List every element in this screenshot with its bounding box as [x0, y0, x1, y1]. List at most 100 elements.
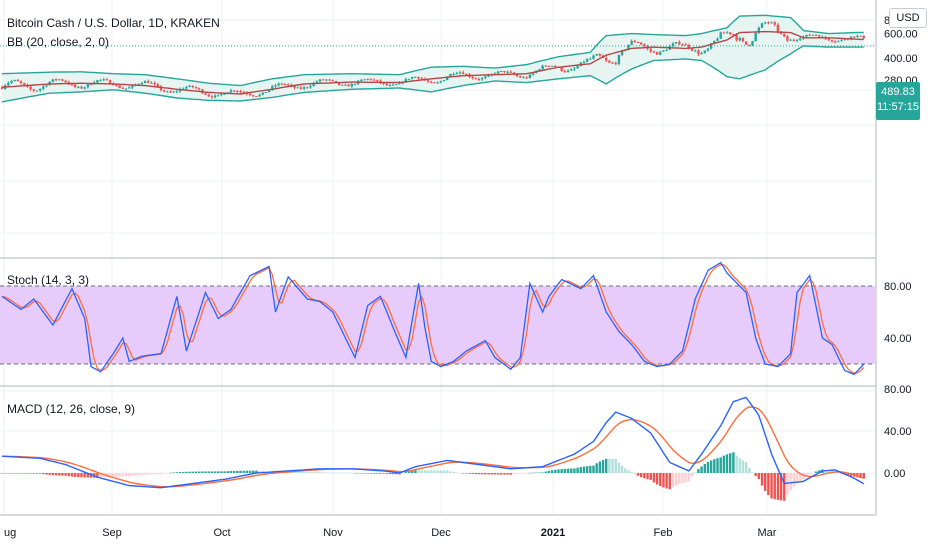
candle-body-247: [786, 36, 789, 41]
macd-hist-bar-231: [735, 455, 738, 473]
macd-hist-bar-213: [678, 473, 681, 485]
macd-hist-bar-160: [509, 473, 512, 475]
macd-hist-bar-51: [162, 473, 166, 474]
macd-hist-bar-149: [474, 473, 478, 475]
candle-body-158: [503, 70, 506, 73]
candle-body-149: [474, 78, 478, 80]
candle-body-178: [566, 70, 570, 72]
macd-hist-bar-151: [480, 473, 484, 475]
macd-hist-bar-114: [363, 473, 366, 474]
macd-hist-bar-56: [178, 472, 182, 473]
candle-body-169: [538, 69, 541, 71]
macd-hist-bar-221: [703, 464, 706, 473]
macd-hist-bar-158: [503, 473, 506, 475]
macd-hist-bar-171: [544, 471, 547, 473]
candle-body-99: [315, 81, 319, 83]
macd-hist-bar-122: [388, 473, 392, 475]
candle-body-137: [436, 82, 439, 84]
macd-hist-bar-115: [366, 473, 369, 474]
macd-hist-bar-105: [334, 472, 338, 474]
macd-hist-bar-63: [201, 471, 204, 473]
macd-hist-bar-267: [849, 473, 853, 477]
macd-hist-bar-27: [86, 473, 90, 478]
macd-hist-bar-131: [417, 470, 420, 473]
macd-hist-bar-135: [430, 470, 433, 473]
candle-body-209: [665, 49, 668, 51]
macd-hist-bar-216: [687, 473, 691, 482]
candle-body-207: [659, 51, 662, 55]
candle-body-233: [741, 37, 745, 42]
bb-basis: [1, 30, 864, 95]
candle-body-3: [10, 80, 13, 83]
macd-hist-bar-91: [290, 472, 293, 473]
macd-hist-bar-111: [353, 473, 357, 474]
candle-body-115: [366, 78, 369, 80]
candle-body-46: [147, 81, 150, 83]
candle-body-13: [42, 86, 45, 89]
macd-hist-bar-200: [636, 473, 640, 476]
date-tick-label-0: ug: [4, 527, 16, 539]
candle-body-84: [267, 89, 271, 93]
candle-body-95: [302, 87, 306, 89]
candle-body-176: [560, 67, 563, 71]
macd-hist-bar-6: [19, 473, 23, 474]
macd-hist-bar-201: [639, 473, 643, 478]
candle-body-187: [595, 54, 598, 56]
candle-body-98: [312, 82, 315, 86]
candle-body-184: [585, 59, 589, 62]
macd-hist-bar-141: [449, 471, 452, 473]
macd-hist-bar-157: [500, 473, 503, 475]
macd-hist-bar-76: [242, 470, 245, 473]
macd-hist-bar-211: [671, 473, 675, 488]
macd-hist-bar-109: [347, 472, 350, 474]
macd-hist-bar-263: [837, 472, 840, 473]
candle-body-73: [232, 90, 236, 92]
macd-hist-bar-14: [45, 473, 48, 475]
candle-body-260: [827, 38, 830, 41]
macd-hist-bar-7: [23, 473, 26, 474]
macd-hist-bar-163: [519, 473, 522, 474]
macd-hist-bar-175: [557, 469, 560, 473]
candle-body-125: [398, 82, 401, 85]
candle-body-218: [694, 50, 697, 52]
candle-body-20: [64, 80, 67, 83]
macd-hist-bar-212: [674, 473, 678, 486]
macd-hist-bar-113: [360, 473, 363, 474]
candle-body-240: [764, 22, 767, 24]
currency-button[interactable]: USD: [889, 8, 927, 28]
candle-body-269: [856, 35, 859, 37]
candle-body-183: [582, 61, 586, 63]
macd-hist-bar-123: [391, 473, 395, 475]
macd-hist-bar-10: [32, 473, 35, 474]
macd-hist-bar-143: [455, 472, 458, 474]
macd-hist-bar-161: [512, 473, 516, 475]
candle-body-126: [401, 82, 404, 84]
candle-body-235: [748, 44, 751, 46]
macd-hist-bar-155: [493, 473, 497, 475]
macd-hist-bar-3: [10, 473, 13, 474]
macd-hist-bar-11: [35, 473, 39, 474]
stoch-band-fill: [0, 286, 875, 364]
candle-body-7: [23, 83, 26, 85]
macd-hist-bar-22: [70, 473, 74, 477]
candle-body-107: [341, 84, 344, 86]
macd-hist-bar-59: [188, 471, 191, 473]
candle-body-262: [833, 41, 837, 43]
date-tick-label-4: Dec: [431, 527, 451, 539]
macd-hist-bar-224: [713, 459, 716, 473]
candle-body-170: [541, 65, 544, 70]
macd-hist-bar-245: [779, 473, 783, 501]
macd-hist-bar-217: [690, 473, 694, 477]
chart-title: Bitcoin Cash / U.S. Dollar, 1D, KRAKEN: [7, 16, 220, 30]
macd-hist-bar-197: [627, 470, 630, 473]
candle-body-174: [554, 65, 557, 67]
candle-body-55: [175, 91, 179, 93]
macd-hist-bar-184: [585, 466, 589, 473]
macd-hist-bar-54: [172, 472, 175, 473]
macd-hist-bar-17: [54, 473, 58, 476]
macd-hist-bar-164: [522, 473, 525, 474]
candle-body-109: [347, 85, 350, 87]
macd-hist-bar-168: [535, 472, 538, 474]
candle-body-180: [573, 68, 576, 70]
